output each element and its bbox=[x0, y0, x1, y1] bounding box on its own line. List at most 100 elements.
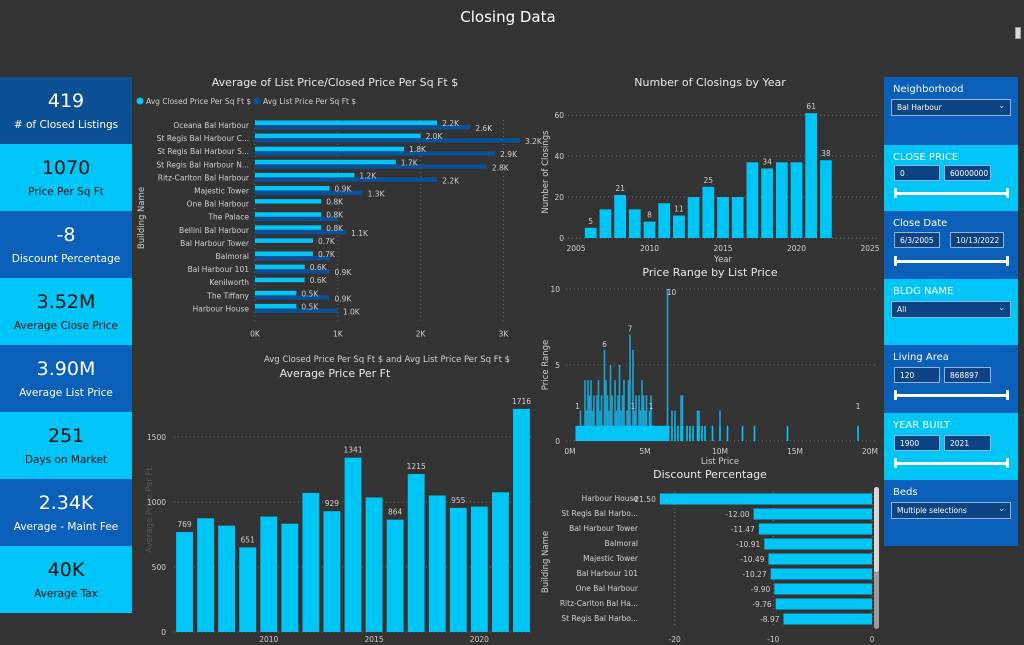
x-tick-label: -20 bbox=[669, 635, 681, 644]
living-area-slider[interactable] bbox=[894, 390, 1009, 400]
slider-handle-min[interactable] bbox=[894, 256, 897, 266]
data-label-closed: 0.7K bbox=[318, 250, 336, 259]
x-tick-label: 15M bbox=[787, 447, 803, 456]
bldg-name-dropdown[interactable]: All ⌄ bbox=[891, 301, 1011, 318]
kpi-price-per-sqft: 1070 Price Per Sq Ft bbox=[0, 144, 132, 211]
y-category-label: St Regis Bal Harbour C... bbox=[157, 134, 249, 143]
data-label-list: 2.2K bbox=[442, 176, 460, 185]
slider-handle-max[interactable] bbox=[1006, 256, 1009, 266]
close-date-end-input[interactable]: 10/13/2022 bbox=[950, 232, 1004, 248]
data-label-closed: 0.5K bbox=[301, 289, 319, 298]
histogram-bar-base bbox=[671, 425, 673, 441]
bar bbox=[758, 523, 872, 535]
bar bbox=[302, 492, 320, 632]
bar-list-price bbox=[255, 308, 338, 313]
histogram-bar bbox=[603, 349, 606, 426]
histogram-bar-base bbox=[680, 425, 682, 441]
histogram-bar bbox=[681, 395, 684, 426]
x-tick-label: 10M bbox=[712, 447, 728, 456]
data-label-list: 3.2K bbox=[525, 137, 543, 146]
bar bbox=[658, 203, 671, 238]
x-tick-label: 3K bbox=[499, 330, 510, 339]
bar bbox=[783, 613, 872, 625]
year-built-min-input[interactable]: 1900 bbox=[894, 435, 940, 451]
histogram-bar bbox=[615, 410, 618, 426]
data-label-closed: 0.5K bbox=[301, 302, 319, 311]
slider-handle-max[interactable] bbox=[1006, 188, 1009, 198]
y-tick-label: 5 bbox=[555, 361, 560, 370]
histogram-bar bbox=[641, 380, 643, 426]
bar bbox=[673, 215, 685, 238]
slider-handle-max[interactable] bbox=[1006, 390, 1009, 400]
data-label-closed: 0.9K bbox=[335, 185, 353, 194]
close-price-min-input[interactable]: 0 bbox=[894, 165, 940, 181]
chart-scrollbar-thumb[interactable] bbox=[874, 487, 879, 572]
bar bbox=[643, 221, 656, 238]
bar-list-price bbox=[255, 164, 487, 169]
histogram-bar-base bbox=[701, 425, 703, 441]
bar bbox=[407, 474, 425, 632]
dropdown-value: Multiple selections bbox=[897, 506, 967, 515]
data-label: -11.47 bbox=[731, 525, 755, 534]
x-tick-label: 2020 bbox=[470, 635, 489, 644]
y-category-label: Bal Harbour Tower bbox=[180, 239, 250, 248]
x-tick-label: 0 bbox=[870, 635, 875, 644]
neighborhood-dropdown[interactable]: Bal Harbour ⌄ bbox=[891, 99, 1011, 116]
kpi-value: 3.90M bbox=[36, 358, 96, 380]
data-label: 61 bbox=[806, 102, 816, 111]
bar-list-price bbox=[255, 190, 363, 195]
slider-handle-min[interactable] bbox=[894, 458, 897, 468]
kpi-label: Average List Price bbox=[19, 387, 113, 399]
living-area-min-input[interactable]: 120 bbox=[894, 367, 940, 383]
kpi-days-on-market: 251 Days on Market bbox=[0, 412, 132, 479]
histogram-bar-base bbox=[658, 425, 662, 441]
bar bbox=[805, 113, 818, 238]
slider-handle-max[interactable] bbox=[1006, 458, 1009, 468]
slider-handle-min[interactable] bbox=[894, 188, 897, 198]
y-tick-label: 500 bbox=[152, 563, 167, 572]
dropdown-value: All bbox=[897, 305, 907, 314]
histogram-bar bbox=[644, 410, 646, 426]
bar bbox=[717, 197, 729, 238]
close-price-max-input[interactable]: 60000000 bbox=[944, 165, 991, 181]
kpi-value: 40K bbox=[47, 559, 85, 581]
close-date-start-input[interactable]: 6/3/2005 bbox=[894, 232, 940, 248]
histogram-bar bbox=[596, 395, 598, 426]
year-built-slider[interactable] bbox=[894, 458, 1009, 468]
data-label: 5 bbox=[588, 217, 593, 226]
data-label: 10 bbox=[667, 288, 677, 297]
data-label: -10.91 bbox=[736, 540, 760, 549]
bar-closed-price bbox=[255, 290, 297, 296]
y-tick-label: 20 bbox=[554, 193, 564, 202]
legend-marker-list bbox=[253, 97, 261, 105]
bar bbox=[764, 538, 872, 550]
page-scrollbar[interactable] bbox=[1015, 27, 1021, 39]
bar bbox=[584, 227, 597, 238]
slider-handle-min[interactable] bbox=[894, 390, 897, 400]
close-price-slider[interactable] bbox=[894, 188, 1009, 198]
y-tick-label: 0 bbox=[555, 437, 560, 446]
x-tick-label: 2005 bbox=[566, 244, 585, 253]
bar bbox=[218, 525, 236, 632]
kpi-value: 2.34K bbox=[38, 492, 94, 514]
bar bbox=[176, 532, 193, 632]
data-label: 1716 bbox=[512, 397, 531, 406]
data-label-closed: 0.7K bbox=[318, 237, 336, 246]
histogram-bar bbox=[629, 334, 631, 426]
year-built-max-input[interactable]: 2021 bbox=[944, 435, 991, 451]
histogram-bar-base bbox=[704, 425, 706, 441]
filter-title: BLDG NAME bbox=[893, 286, 954, 297]
bar bbox=[775, 162, 788, 238]
filter-title: Living Area bbox=[893, 352, 949, 363]
data-label: -10.49 bbox=[740, 555, 764, 564]
histogram-bar bbox=[698, 410, 700, 426]
data-label: 1 bbox=[856, 402, 861, 411]
y-category-label: One Bal Harbour bbox=[576, 584, 639, 593]
x-tick-label: 0M bbox=[564, 447, 575, 456]
histogram-bar bbox=[645, 395, 648, 426]
histogram-bar bbox=[590, 380, 592, 426]
close-date-slider[interactable] bbox=[894, 256, 1009, 266]
living-area-max-input[interactable]: 868897 bbox=[944, 367, 991, 383]
beds-dropdown[interactable]: Multiple selections ⌄ bbox=[891, 502, 1011, 519]
bar bbox=[386, 519, 404, 632]
